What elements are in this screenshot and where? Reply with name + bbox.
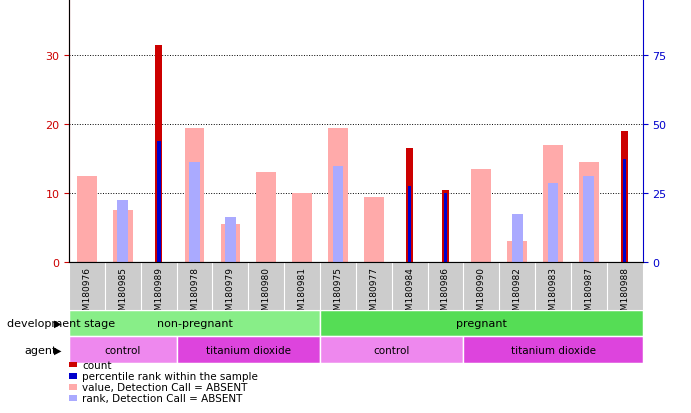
Text: control: control	[104, 345, 141, 355]
Text: non-pregnant: non-pregnant	[157, 318, 232, 328]
Text: percentile rank within the sample: percentile rank within the sample	[82, 371, 258, 381]
Bar	[220, 225, 240, 262]
Bar	[256, 173, 276, 262]
Text: GSM180976: GSM180976	[82, 266, 91, 321]
Bar	[444, 194, 447, 262]
Bar	[184, 128, 205, 262]
Bar	[579, 163, 598, 262]
Bar	[408, 187, 411, 262]
Bar	[621, 132, 628, 262]
Bar	[320, 337, 464, 363]
Bar	[464, 337, 643, 363]
Bar	[320, 310, 643, 337]
Text: value, Detection Call = ABSENT: value, Detection Call = ABSENT	[82, 382, 247, 392]
Text: GSM180979: GSM180979	[226, 266, 235, 321]
Text: ▶: ▶	[54, 318, 61, 328]
Text: agent: agent	[24, 345, 57, 355]
Bar	[442, 190, 448, 262]
Text: GSM180986: GSM180986	[441, 266, 450, 321]
Text: GSM180981: GSM180981	[298, 266, 307, 321]
Text: GSM180982: GSM180982	[513, 266, 522, 321]
Text: GSM180990: GSM180990	[477, 266, 486, 321]
Bar	[406, 149, 413, 262]
Bar	[177, 337, 320, 363]
Bar	[69, 337, 177, 363]
Text: GSM180989: GSM180989	[154, 266, 163, 321]
Text: titanium dioxide: titanium dioxide	[206, 345, 291, 355]
Bar	[328, 128, 348, 262]
Bar	[225, 218, 236, 262]
Text: control: control	[374, 345, 410, 355]
Bar	[543, 145, 563, 262]
Bar	[583, 176, 594, 262]
Text: GSM180984: GSM180984	[405, 266, 414, 321]
Text: count: count	[82, 360, 111, 370]
Bar	[623, 159, 627, 262]
Text: GSM180988: GSM180988	[621, 266, 630, 321]
Bar	[471, 170, 491, 262]
Bar	[292, 194, 312, 262]
Text: GSM180975: GSM180975	[334, 266, 343, 321]
Text: rank, Detection Call = ABSENT: rank, Detection Call = ABSENT	[82, 394, 243, 404]
Text: GSM180985: GSM180985	[118, 266, 127, 321]
Bar	[155, 46, 162, 262]
Text: ▶: ▶	[54, 345, 61, 355]
Bar	[113, 211, 133, 262]
Bar	[507, 242, 527, 262]
Bar	[364, 197, 384, 262]
Text: development stage: development stage	[7, 318, 115, 328]
Bar	[69, 310, 320, 337]
Text: titanium dioxide: titanium dioxide	[511, 345, 596, 355]
Bar	[332, 166, 343, 262]
Bar	[157, 142, 160, 262]
Text: GSM180983: GSM180983	[549, 266, 558, 321]
Text: GSM180980: GSM180980	[262, 266, 271, 321]
Text: GSM180978: GSM180978	[190, 266, 199, 321]
Text: pregnant: pregnant	[456, 318, 507, 328]
Bar	[77, 176, 97, 262]
Text: GSM180977: GSM180977	[369, 266, 378, 321]
Bar	[548, 183, 558, 262]
Bar	[189, 163, 200, 262]
Bar	[117, 200, 129, 262]
Bar	[512, 214, 522, 262]
Text: GSM180987: GSM180987	[585, 266, 594, 321]
